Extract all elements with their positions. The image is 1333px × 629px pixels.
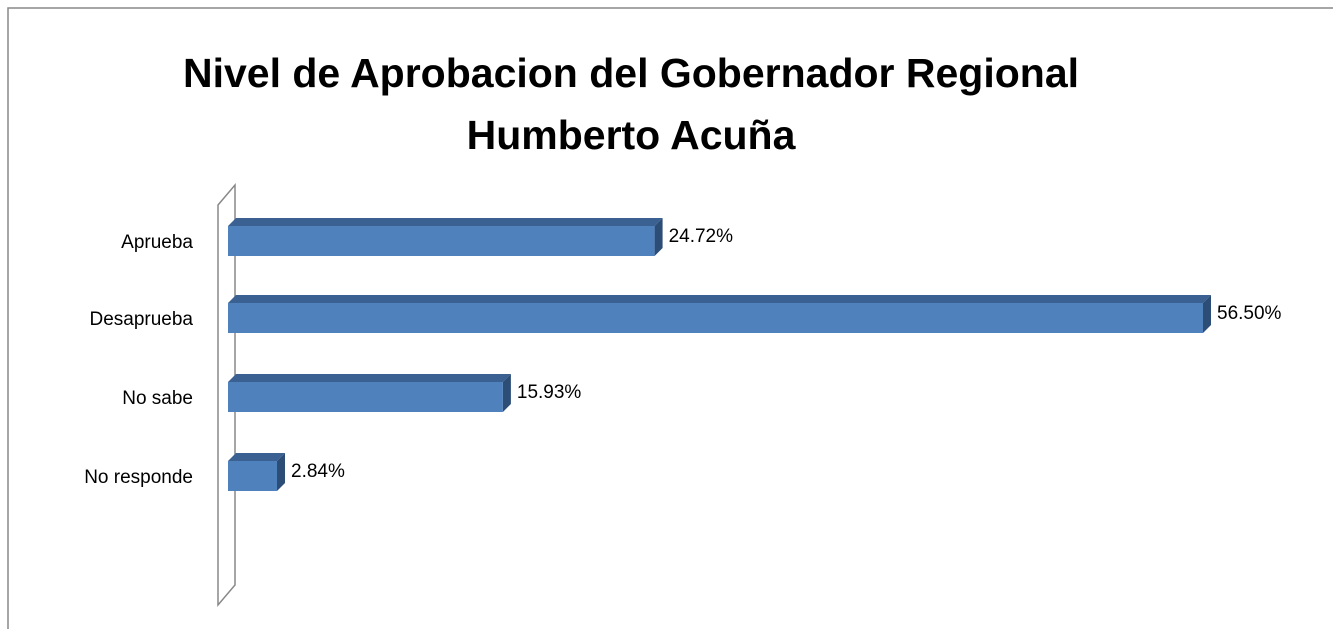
bar-side xyxy=(502,374,511,412)
bar-top xyxy=(228,218,663,226)
bar-side xyxy=(1203,295,1211,333)
bar xyxy=(228,461,278,491)
bar-side xyxy=(277,453,286,491)
data-label: 2.84% xyxy=(291,461,345,482)
bar-side xyxy=(654,218,663,256)
y-tick-label: Desaprueba xyxy=(89,309,193,330)
y-tick-label: Aprueba xyxy=(121,232,193,253)
bar xyxy=(228,382,503,412)
y-tick-label: No responde xyxy=(84,467,193,488)
data-label: 24.72% xyxy=(669,226,734,247)
axis-wall xyxy=(217,182,236,608)
bar-top xyxy=(228,453,286,461)
bar xyxy=(228,226,655,256)
bar-top xyxy=(228,295,1211,303)
bar xyxy=(228,303,1203,333)
chart-title: Nivel de Aprobacion del Gobernador Regio… xyxy=(182,50,1080,158)
data-label: 56.50% xyxy=(1217,303,1282,324)
bar-top xyxy=(228,374,511,382)
chart-border xyxy=(7,7,1333,629)
data-label: 15.93% xyxy=(517,382,582,403)
y-tick-label: No sabe xyxy=(122,388,193,409)
